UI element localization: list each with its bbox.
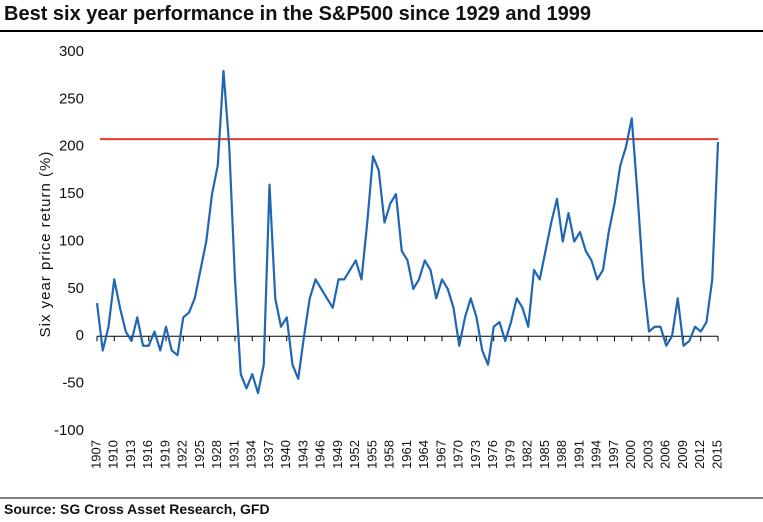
y-tick-label: 300 <box>59 43 84 60</box>
x-tick-label: 1949 <box>330 440 345 469</box>
x-tick-label: 1961 <box>399 440 414 469</box>
x-tick-label: 1958 <box>382 440 397 469</box>
y-tick-label: 200 <box>59 138 84 155</box>
x-tick-label: 1916 <box>140 440 155 469</box>
y-tick-label: 150 <box>59 185 84 202</box>
x-tick-label: 1985 <box>537 440 552 469</box>
x-tick-label: 1982 <box>520 440 535 469</box>
x-tick-label: 1922 <box>175 440 190 469</box>
x-tick-label: 1970 <box>451 440 466 469</box>
y-tick-label: -100 <box>54 422 84 439</box>
x-tick-label: 1973 <box>468 440 483 469</box>
x-tick-label: 1979 <box>502 440 517 469</box>
x-tick-label: 2015 <box>709 440 724 469</box>
x-tick-label: 1928 <box>209 440 224 469</box>
y-tick-label: 0 <box>76 327 84 344</box>
x-tick-label: 1940 <box>278 440 293 469</box>
x-tick-label: 1991 <box>571 440 586 469</box>
y-tick-label: 50 <box>67 280 84 297</box>
x-tick-label: 1937 <box>261 440 276 469</box>
x-tick-label: 1925 <box>192 440 207 469</box>
x-tick-label: 1955 <box>364 440 379 469</box>
x-tick-label: 1943 <box>295 440 310 469</box>
data-line <box>95 69 720 395</box>
x-tick-label: 1988 <box>554 440 569 469</box>
y-tick-label: 100 <box>59 232 84 249</box>
x-tick-label: 1913 <box>123 440 138 469</box>
x-tick-label: 1952 <box>347 440 362 469</box>
chart-title: Best six year performance in the S&P500 … <box>4 3 591 25</box>
x-tick-label: 1934 <box>244 440 259 469</box>
x-tick-label: 2009 <box>675 440 690 469</box>
source: Source: SG Cross Asset Research, GFD <box>4 501 270 517</box>
x-tick-label: 1919 <box>157 440 172 469</box>
y-tick-label: -50 <box>62 375 84 392</box>
x-tick-label: 2003 <box>640 440 655 469</box>
x-tick-label: 1910 <box>106 440 121 469</box>
y-tick-label: 250 <box>59 90 84 107</box>
x-tick-label: 1967 <box>433 440 448 469</box>
x-tick-label: 2012 <box>692 440 707 469</box>
x-tick-label: 1964 <box>416 440 431 469</box>
x-tick-label: 1994 <box>589 440 604 469</box>
y-axis-label: Six year price return (%) <box>37 151 54 338</box>
x-tick-label: 1907 <box>88 440 103 469</box>
x-tick-label: 2006 <box>658 440 673 469</box>
x-tick-label: 1976 <box>485 440 500 469</box>
x-tick-label: 1946 <box>313 440 328 469</box>
x-tick-label: 2000 <box>623 440 638 469</box>
x-tick-label: 1997 <box>606 440 621 469</box>
x-tick-label: 1931 <box>226 440 241 469</box>
